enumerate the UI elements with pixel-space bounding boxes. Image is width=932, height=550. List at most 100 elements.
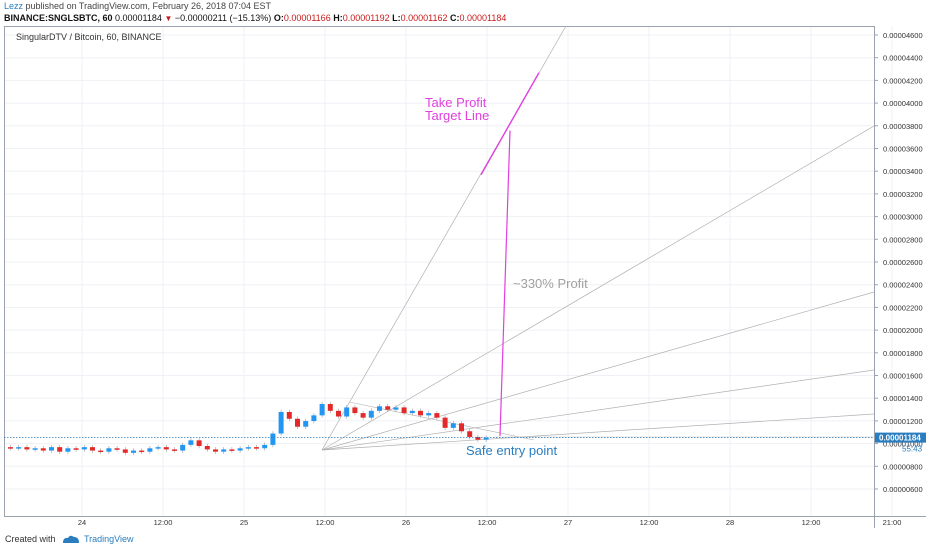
candle (286, 411, 292, 419)
time-tick-label: 12:00 (802, 518, 821, 527)
candle (344, 407, 350, 417)
symbol-name[interactable]: BINANCE:SNGLSBTC, 60 (4, 13, 113, 23)
candle (385, 406, 391, 410)
open-value: 0.00001166 (283, 13, 331, 23)
price-axis[interactable]: 0.00004600 0.00004400 0.00004200 0.00004000… (874, 31, 923, 494)
candle (360, 413, 366, 418)
candle (401, 407, 407, 414)
last-price: 0.00001184 (115, 13, 162, 23)
time-tick-label: 12:00 (316, 518, 335, 527)
time-tick-label: 28 (726, 518, 734, 527)
fan-line (321, 291, 875, 451)
candle (245, 447, 251, 449)
price-tick-label: 0.00001200 (883, 417, 923, 426)
candle (204, 446, 210, 450)
candle (319, 404, 325, 416)
candle (196, 440, 202, 447)
fan-line (321, 125, 875, 451)
price-tick-label: 0.00002000 (883, 326, 923, 335)
candle (49, 447, 54, 451)
candle (8, 447, 13, 449)
publish-text: published on TradingView.com, February 2… (25, 1, 272, 11)
high-label: H: (333, 13, 343, 23)
author-link[interactable]: Lezz (4, 1, 24, 11)
time-tick-label: 12:00 (640, 518, 659, 527)
price-change: −0.00000211 (−15.13%) (174, 13, 272, 23)
price-tick-label: 0.00002800 (883, 235, 923, 244)
candle (32, 448, 38, 450)
candle (147, 448, 153, 452)
price-tick-label: 0.00001600 (883, 372, 923, 381)
candle (40, 448, 46, 451)
price-tick-label: 0.00001800 (883, 349, 923, 358)
price-tick-label: 0.00003600 (883, 145, 923, 154)
candle (139, 450, 145, 453)
candle (426, 413, 432, 416)
price-tick-label: 0.00003200 (883, 190, 923, 199)
candle (155, 447, 161, 449)
price-tick-label: 0.00000800 (883, 462, 923, 471)
price-chart[interactable]: 0.00004600 0.00004400 0.00004200 0.00004000… (4, 25, 926, 528)
footer: Created with TradingView (0, 528, 932, 550)
candle (262, 444, 268, 449)
candle (90, 447, 95, 451)
candle (475, 436, 481, 440)
price-tick-label: 0.00004200 (883, 76, 923, 85)
candle (98, 450, 104, 453)
price-tick-label: 0.00001000 (883, 440, 923, 449)
price-tick-label: 0.00001400 (883, 394, 923, 403)
fan-lines (321, 25, 875, 451)
price-tick-label: 0.00004600 (883, 31, 923, 40)
profit-label: ~330% Profit (513, 276, 588, 291)
symbol-legend: BINANCE:SNGLSBTC, 60 0.00001184 ▼ −0.000… (4, 13, 506, 23)
target-line-label: Target Line (425, 108, 489, 123)
candle (459, 423, 464, 432)
candle (409, 410, 415, 414)
candle (311, 415, 317, 422)
candlesticks (8, 401, 489, 456)
candle (81, 447, 87, 450)
candle (418, 410, 423, 416)
time-tick-label: 24 (78, 518, 86, 527)
close-value: 0.00001184 (459, 13, 507, 23)
candle (57, 447, 63, 452)
close-label: C: (450, 13, 460, 23)
candle (73, 448, 79, 450)
candle (106, 448, 112, 452)
time-axis[interactable]: 24 12:00 25 12:00 26 12:00 27 12:00 28 12:00 21:00 (78, 518, 902, 527)
price-tag: 0.00001184 55:43 (875, 432, 926, 454)
candle (114, 448, 120, 450)
candle (434, 413, 440, 418)
profit-measure-line[interactable] (499, 130, 511, 437)
tradingview-brand-link[interactable]: TradingView (84, 534, 134, 544)
candle (16, 447, 22, 449)
high-value: 0.00001192 (342, 13, 390, 23)
publish-info: Lezz published on TradingView.com, Febru… (4, 1, 271, 11)
candle (172, 449, 177, 451)
candle (131, 450, 136, 453)
candle (393, 407, 399, 410)
candle (213, 449, 218, 452)
price-tag-value: 0.00001184 (879, 434, 921, 443)
price-tick-label: 0.00004400 (883, 54, 923, 63)
tradingview-logo-icon[interactable] (62, 534, 80, 544)
price-tick-label: 0.00003000 (883, 213, 923, 222)
fan-line (321, 369, 875, 451)
candle (303, 421, 309, 427)
candle (467, 431, 473, 437)
pane-title: SingularDTV / Bitcoin, 60, BINANCE (16, 32, 162, 42)
candle (122, 449, 128, 453)
candle (221, 449, 227, 452)
price-tick-label: 0.00002200 (883, 303, 923, 312)
candle (188, 440, 194, 445)
take-profit-target-line[interactable] (480, 72, 540, 176)
chart-area[interactable]: 0.00004600 0.00004400 0.00004200 0.00004000… (4, 25, 926, 528)
candle (327, 404, 333, 411)
candle (336, 410, 341, 417)
candle (254, 447, 259, 449)
price-tag-countdown: 55:43 (902, 445, 923, 454)
candle (368, 410, 374, 418)
fan-line (321, 413, 875, 451)
candle (237, 448, 243, 451)
candle (377, 406, 382, 411)
